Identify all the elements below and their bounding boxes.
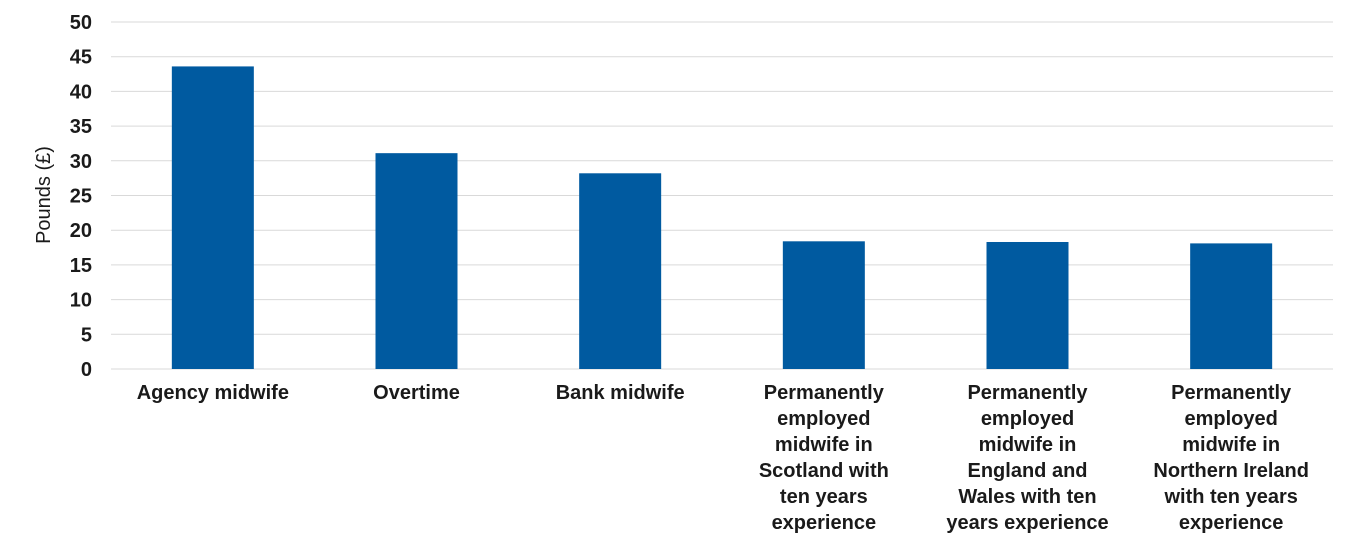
- x-category-label: Permanently employed midwife in Scotland wi…: [759, 382, 889, 534]
- bar: [986, 241, 1069, 369]
- y-tick-label: 45: [70, 47, 92, 69]
- y-axis-ticks: 0 5 10 15 20 25 30 35 40 45 50: [70, 12, 92, 381]
- y-tick-label: 10: [70, 290, 92, 312]
- y-tick-label: 20: [70, 220, 92, 242]
- bar: [375, 153, 458, 369]
- x-axis-categories: Agency midwife Overtime Bank midwife Perman…: [137, 382, 1309, 534]
- y-tick-label: 15: [70, 255, 92, 277]
- y-axis-label: Pounds (£): [33, 146, 55, 244]
- x-category-label: Bank midwife: [556, 382, 685, 404]
- y-tick-label: 40: [70, 81, 92, 103]
- y-tick-label: 5: [81, 324, 92, 346]
- y-tick-label: 30: [70, 151, 92, 173]
- x-category-label: Agency midwife: [137, 382, 289, 404]
- bar: [171, 66, 254, 369]
- bars: [171, 66, 1273, 369]
- x-category-label: Permanently employed midwife in England and…: [946, 382, 1108, 534]
- y-tick-label: 0: [81, 359, 92, 381]
- gridlines: [111, 21, 1333, 370]
- y-tick-label: 25: [70, 186, 92, 208]
- y-tick-label: 50: [70, 12, 92, 34]
- bar: [579, 173, 662, 369]
- y-tick-label: 35: [70, 116, 92, 138]
- x-category-label: Overtime: [373, 382, 460, 404]
- bar: [1190, 243, 1273, 369]
- x-category-label: Permanently employed midwife in Northern Ir…: [1153, 382, 1309, 534]
- bar: [782, 241, 865, 369]
